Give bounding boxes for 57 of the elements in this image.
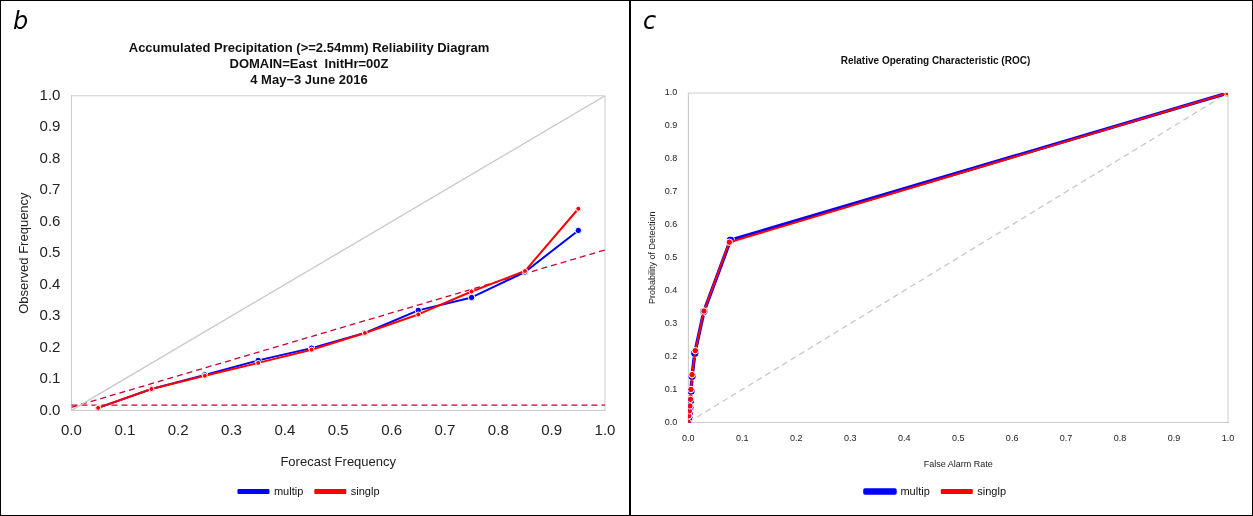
y-tick-label: 0.4 [664,285,678,296]
x-tick-label: 0.6 [1005,433,1019,444]
text: c [643,7,657,35]
y-tick-label: 0.3 [39,306,61,324]
y-tick-label: 0.8 [664,153,678,164]
y-tick-label: 0.7 [39,180,61,198]
y-axis-title: Observed Frequency [16,191,32,314]
y-tick-label: 0.2 [664,351,678,361]
x-tick-label: 0.2 [789,433,803,444]
x-tick-label: 1.0 [594,420,616,438]
x-tick-label: 0.7 [1059,433,1073,444]
x-tick-label: 0.9 [541,420,563,438]
y-tick-label: 1.0 [664,87,678,98]
x-tick-label: 0.7 [434,420,456,438]
x-tick-label: 0.4 [274,420,296,438]
y-tick-label: 0.3 [664,318,678,329]
y-tick-label: 0.1 [39,369,61,387]
x-axis-title: False Alarm Rate [923,459,993,470]
x-tick-label: 0.5 [951,433,965,444]
x-tick-label: 0.8 [1113,433,1127,444]
y-tick-label: 0.8 [39,148,61,166]
y-tick-label: 0.2 [39,337,61,355]
y-tick-label: 1.0 [39,85,61,103]
x-tick-label: 0.1 [114,420,136,438]
text: 4 May−3 June 2016 [250,71,368,87]
x-tick-label: 0.6 [381,420,403,438]
legend-label: multip [273,484,304,497]
legend-label: singlp [350,484,380,497]
y-tick-label: 0.6 [39,211,61,229]
y-tick-label: 0.7 [664,186,678,197]
y-tick-label: 0.5 [39,243,61,261]
x-tick-label: 0.4 [897,433,911,444]
x-tick-label: 0.5 [327,420,349,438]
x-tick-label: 0.9 [1167,433,1181,444]
legend-label: multip [900,484,930,497]
y-tick-label: 0.1 [664,383,678,394]
x-tick-label: 0.3 [221,420,242,438]
legend-label: singlp [977,484,1007,497]
text: Accumulated Precipitation (>=2.54mm) Reliability Diagram [128,40,490,56]
x-axis-title: Forecast Frequency [280,453,397,469]
y-tick-label: 0.9 [664,120,678,131]
text: b [13,7,29,35]
y-tick-label: 0.9 [39,117,61,135]
y-axis-title: Probability of Detection [646,211,657,304]
text: DOMAIN=East InitHr=00Z [229,55,389,71]
x-tick-label: 0.0 [682,433,695,444]
x-tick-label: 1.0 [1221,433,1235,444]
y-tick-label: 0.4 [39,274,61,292]
x-tick-label: 0.8 [487,420,509,438]
text: Relative Operating Characteristic (ROC) [840,54,1031,66]
x-tick-label: 0.0 [61,420,82,438]
x-tick-label: 0.1 [736,433,749,444]
y-tick-label: 0.6 [664,219,678,230]
y-tick-label: 0.0 [39,400,61,418]
x-tick-label: 0.2 [167,420,189,438]
y-tick-label: 0.5 [664,252,678,263]
x-tick-label: 0.3 [843,433,857,444]
